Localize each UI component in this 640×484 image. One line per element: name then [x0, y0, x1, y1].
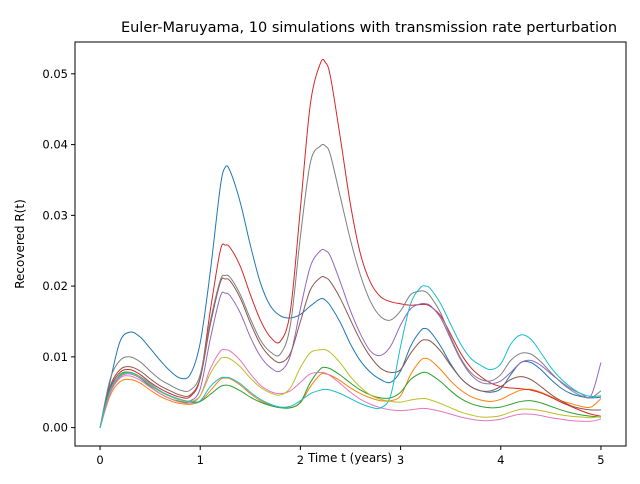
y-tick-label: 0.05: [42, 67, 68, 81]
x-tick-label: 1: [197, 453, 204, 467]
y-tick-label: 0.03: [42, 208, 68, 222]
series-line-4: [99, 58, 602, 428]
y-tick-label: 0.01: [42, 350, 68, 364]
x-axis-label: Time t (years): [307, 451, 392, 465]
y-axis-label: Recovered R(t): [13, 199, 27, 289]
y-tick-label: 0.00: [42, 421, 68, 435]
y-axis-ticks: 0.00 0.01 0.02 0.03 0.04 0.05: [42, 67, 75, 435]
x-tick-label: 5: [597, 453, 604, 467]
plot-frame: [74, 41, 627, 447]
series-line-6: [99, 276, 601, 428]
x-tick-label: 3: [397, 453, 404, 467]
series-line-1: [99, 165, 601, 428]
series-line-7: [99, 348, 602, 428]
series-line-10: [99, 285, 601, 428]
series-layer: [99, 58, 602, 428]
x-axis-ticks: 0 1 2 3 4 5: [96, 446, 605, 467]
chart-title: Euler-Maruyama, 10 simulations with tran…: [121, 20, 617, 36]
x-tick-label: 4: [497, 453, 504, 467]
y-tick-label: 0.04: [42, 138, 68, 152]
series-line-2: [99, 357, 602, 428]
series-line-8: [99, 143, 602, 428]
x-tick-label: 2: [297, 453, 304, 467]
x-tick-label: 0: [96, 453, 103, 467]
y-tick-label: 0.02: [42, 279, 68, 293]
